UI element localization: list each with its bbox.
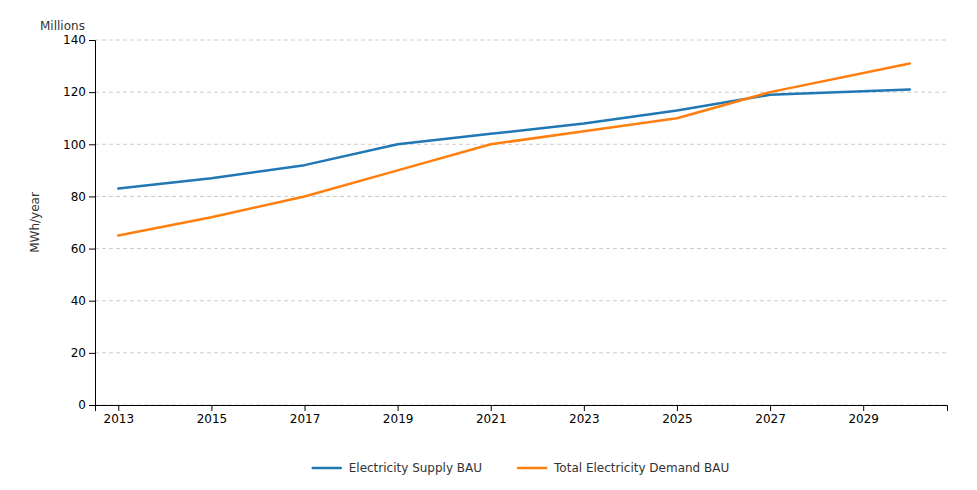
grid-line (95, 300, 947, 301)
tick-label: 2021 (476, 412, 507, 426)
grid-line (95, 196, 947, 197)
tick-mark (89, 301, 95, 302)
tick-label: 2023 (569, 412, 600, 426)
tick-mark (89, 40, 95, 41)
tick-mark (89, 405, 95, 406)
tick: 2023 (569, 405, 600, 426)
plot: 2013 2015 2017 2019 2021 2023 2025 2027 2029 0 20 4… (63, 33, 947, 425)
tick-label: 20 (71, 346, 86, 360)
tick: 60 (71, 242, 95, 256)
tick-mark (89, 353, 95, 354)
tick: 140 (63, 33, 95, 47)
tick-label: 140 (63, 33, 86, 47)
tick-mark (491, 405, 492, 411)
tick-label: 2025 (662, 412, 693, 426)
tick-label: 2019 (383, 412, 414, 426)
tick: 2027 (755, 405, 786, 426)
legend-swatch (518, 467, 546, 470)
tick: 80 (71, 190, 95, 204)
tick-label: 2017 (290, 412, 321, 426)
tick-mark (677, 405, 678, 411)
legend-swatch (313, 467, 341, 470)
tick-label: 40 (71, 294, 86, 308)
grid-line (95, 40, 947, 41)
annotation: Millions (40, 19, 85, 33)
tick-label: 2027 (755, 412, 786, 426)
tick-mark (211, 405, 212, 411)
tick: 2025 (662, 405, 693, 426)
axis-line (89, 41, 96, 406)
grid-line (95, 144, 947, 145)
tick: 20 (71, 346, 95, 360)
tick-mark (118, 405, 119, 411)
tick-label: 2013 (104, 412, 135, 426)
tick: 100 (63, 138, 95, 152)
legend-label: Electricity Supply BAU (349, 461, 482, 475)
lines (118, 63, 909, 235)
tick-label: 60 (71, 242, 86, 256)
chart: 2013 2015 2017 2019 2021 2023 2025 2027 2029 0 20 4… (0, 0, 977, 490)
tick: 2029 (848, 405, 879, 426)
grid (95, 40, 947, 405)
tick: 120 (63, 85, 95, 99)
tick-label: 0 (78, 398, 86, 412)
tick-mark (89, 249, 95, 250)
tick-mark (863, 405, 864, 411)
tick-mark (584, 405, 585, 411)
tick-mark (398, 405, 399, 411)
legend: Electricity Supply BAU Total Electricity … (313, 461, 730, 475)
tick: 2017 (290, 405, 321, 426)
tick-label: 100 (63, 138, 86, 152)
tick: 40 (71, 294, 95, 308)
tick-mark (89, 196, 95, 197)
tick-mark (89, 92, 95, 93)
axis-line (96, 406, 948, 412)
y-axis-title: MWh/year (28, 192, 42, 253)
tick: 2013 (104, 405, 135, 426)
grid-line (95, 352, 947, 353)
tick: 0 (78, 398, 95, 412)
series-line (118, 90, 909, 189)
legend-label: Total Electricity Demand BAU (553, 461, 729, 475)
grid-line (95, 248, 947, 249)
x-axis: 2013 2015 2017 2019 2021 2023 2025 2027 2029 (96, 405, 948, 426)
tick-label: 2015 (197, 412, 228, 426)
tick-label: 2029 (848, 412, 879, 426)
tick-mark (770, 405, 771, 411)
legend-item: Total Electricity Demand BAU (518, 461, 729, 475)
tick: 2015 (197, 405, 228, 426)
tick-mark (89, 144, 95, 145)
legend-item: Electricity Supply BAU (313, 461, 482, 475)
tick-label: 120 (63, 85, 86, 99)
tick-label: 80 (71, 190, 86, 204)
tick: 2021 (476, 405, 507, 426)
y-axis: 0 20 40 60 80 100 120 140 (63, 33, 95, 412)
tick-mark (305, 405, 306, 411)
tick: 2019 (383, 405, 414, 426)
series-line (118, 63, 909, 235)
